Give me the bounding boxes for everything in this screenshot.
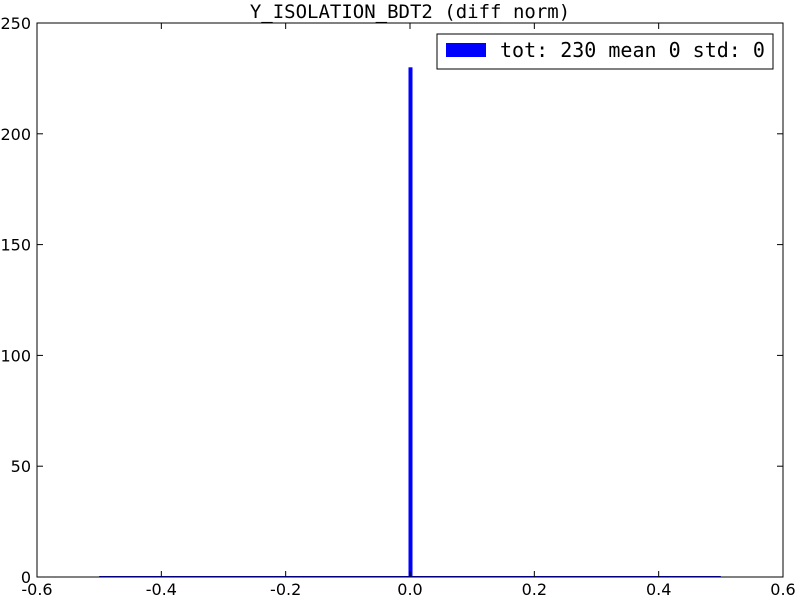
x-tick-label: 0.4: [646, 580, 671, 599]
x-tick-label: -0.4: [146, 580, 177, 599]
y-tick-label: 250: [0, 14, 31, 33]
y-tick-label: 0: [21, 568, 31, 587]
y-tick-label: 50: [11, 457, 31, 476]
x-tick-label: -0.2: [270, 580, 301, 599]
x-tick-label: 0.2: [522, 580, 547, 599]
chart-title: Y_ISOLATION_BDT2 (diff norm): [250, 1, 570, 23]
x-tick-label: 0.0: [397, 580, 422, 599]
legend-swatch: [446, 43, 486, 57]
plot-area: [99, 67, 721, 577]
axis-ticks: -0.6 -0.4 -0.2 0.0 0.2 0.4 0.6 0 50 100 150 200 250: [0, 14, 795, 599]
legend-box: [436, 33, 774, 70]
x-tick-label: -0.6: [21, 580, 52, 599]
histogram-bar: [408, 67, 413, 577]
legend-label: tot: 230 mean 0 std: 0: [500, 38, 765, 62]
y-tick-label: 200: [0, 125, 31, 144]
legend: tot: 230 mean 0 std: 0: [436, 33, 774, 70]
y-tick-label: 150: [0, 236, 31, 255]
y-tick-label: 100: [0, 346, 31, 365]
x-tick-label: 0.6: [770, 580, 795, 599]
